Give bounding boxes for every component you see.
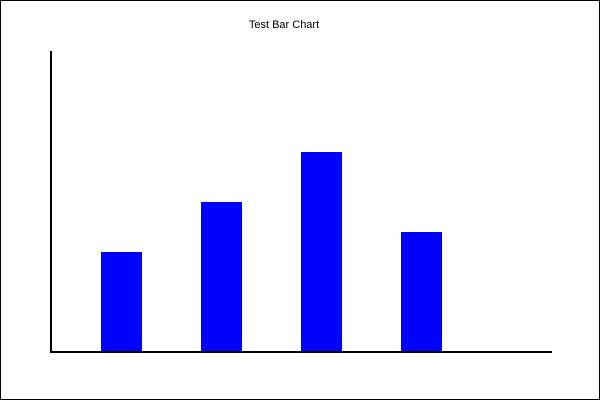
bar-1 xyxy=(101,252,142,352)
bar-2 xyxy=(201,202,242,352)
chart-title: Test Bar Chart xyxy=(248,19,320,31)
bar-4 xyxy=(401,232,442,352)
bar-3 xyxy=(301,152,342,352)
bars-group xyxy=(101,152,442,352)
